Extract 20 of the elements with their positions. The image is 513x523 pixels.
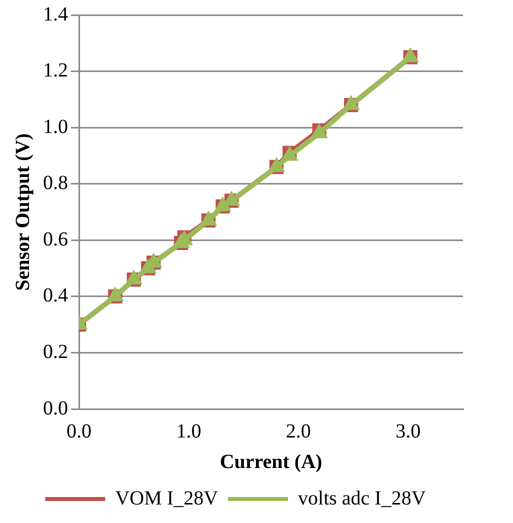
point <box>106 286 124 302</box>
x-tick-label: 3.0 <box>396 420 421 442</box>
y-tick-label: 0.8 <box>43 172 68 194</box>
y-tick-label: 0.0 <box>43 397 68 420</box>
legend-label: VOM I_28V <box>115 487 219 510</box>
y-tick-label: 1.4 <box>43 3 68 26</box>
x-axis-title: Current (A) <box>220 451 322 474</box>
y-tick-label: 1.2 <box>43 60 68 82</box>
x-tick-label: 1.0 <box>176 420 202 442</box>
y-tick-label: 0.6 <box>43 228 68 250</box>
y-tick-label: 0.2 <box>43 340 68 363</box>
x-tick-label: 0.0 <box>66 420 92 442</box>
y-tick-label: 0.4 <box>43 284 68 307</box>
point <box>402 47 419 62</box>
legend-label: volts adc I_28V <box>298 487 426 510</box>
y-tick-label: 1.0 <box>43 116 68 138</box>
y-axis-title: Sensor Output (V) <box>12 133 34 291</box>
point <box>200 210 218 226</box>
x-tick-label: 2.0 <box>286 420 311 442</box>
point <box>214 196 232 212</box>
